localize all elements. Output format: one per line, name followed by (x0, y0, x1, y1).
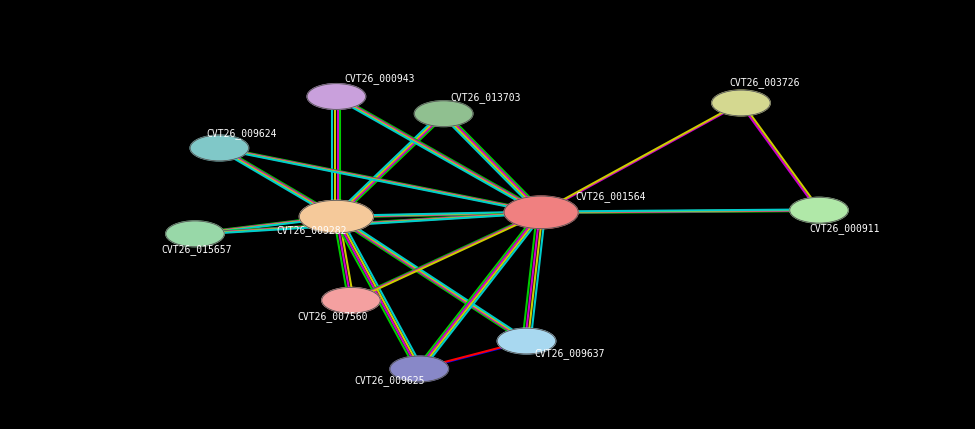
Text: CVT26_009625: CVT26_009625 (354, 375, 424, 387)
Circle shape (504, 196, 578, 229)
Circle shape (390, 356, 448, 382)
Circle shape (299, 200, 373, 233)
Text: CVT26_009282: CVT26_009282 (276, 225, 346, 236)
Circle shape (790, 197, 848, 223)
Circle shape (307, 84, 366, 109)
Circle shape (190, 135, 249, 161)
Text: CVT26_009637: CVT26_009637 (534, 348, 604, 360)
Text: CVT26_009624: CVT26_009624 (207, 128, 277, 139)
Text: CVT26_003726: CVT26_003726 (729, 77, 799, 88)
Text: CVT26_000943: CVT26_000943 (344, 73, 414, 85)
Circle shape (166, 221, 224, 247)
Text: CVT26_007560: CVT26_007560 (297, 311, 368, 322)
Circle shape (712, 90, 770, 116)
Text: CVT26_015657: CVT26_015657 (161, 244, 231, 255)
Circle shape (322, 287, 380, 313)
Text: CVT26_000911: CVT26_000911 (809, 223, 879, 234)
Circle shape (414, 101, 473, 127)
Text: CVT26_001564: CVT26_001564 (575, 191, 645, 202)
Circle shape (497, 328, 556, 354)
Text: CVT26_013703: CVT26_013703 (450, 92, 521, 103)
